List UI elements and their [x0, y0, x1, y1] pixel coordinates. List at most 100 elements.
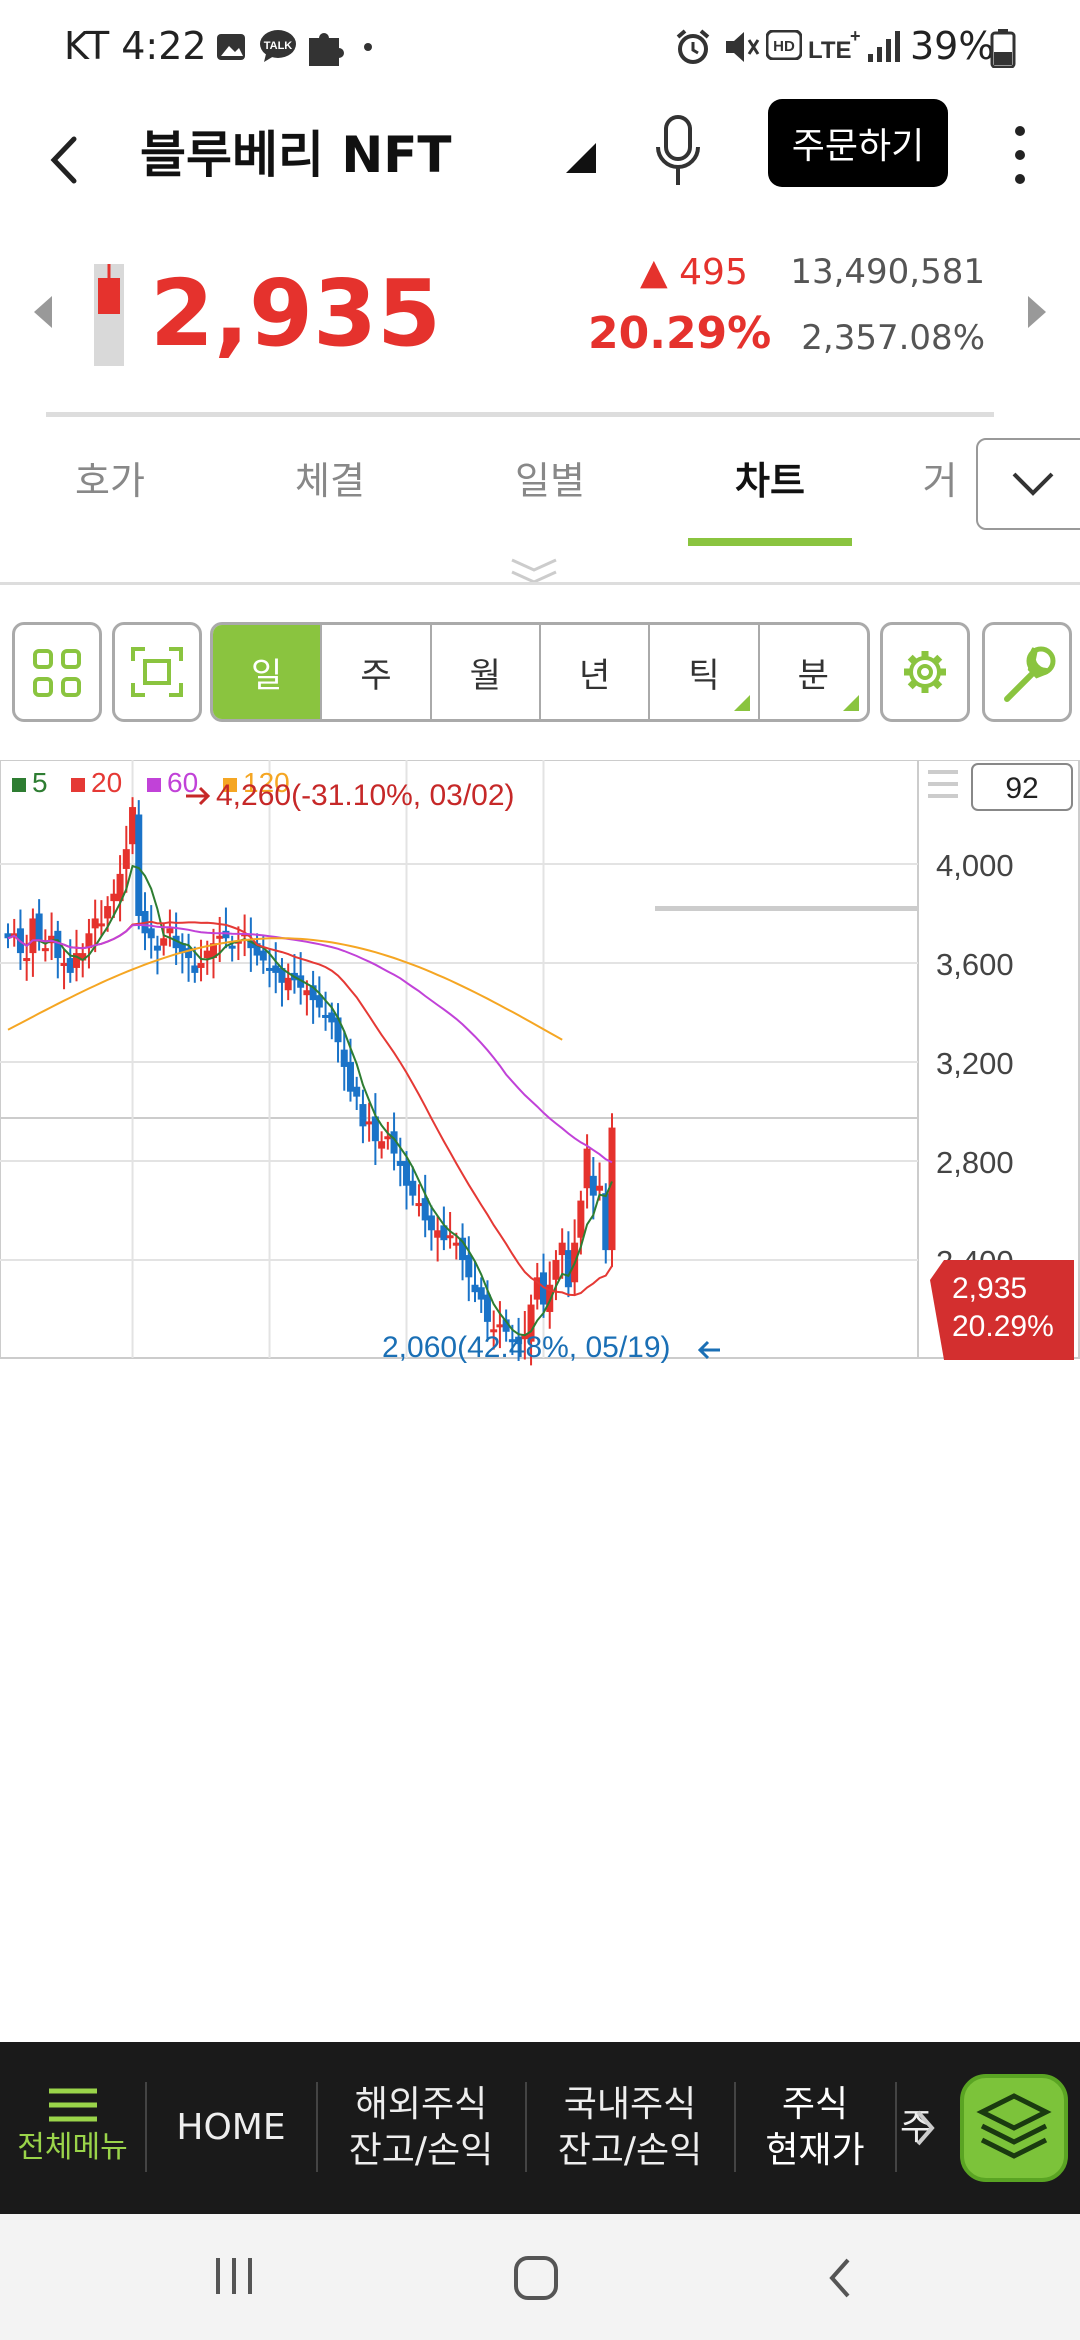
min-price-annotation: 2,060(42.48%, 05/19)	[382, 1331, 671, 1364]
nav-partial[interactable]: 주	[900, 2107, 934, 2148]
candle-body	[129, 807, 137, 845]
tab-expand-button[interactable]	[976, 438, 1080, 530]
wrench-icon	[1004, 646, 1056, 702]
order-button[interactable]: 주문하기	[768, 99, 948, 187]
period-minute[interactable]: 분	[760, 625, 867, 719]
candle-body	[540, 1272, 548, 1305]
nav-stock-quote[interactable]: 주식 현재가	[735, 2042, 895, 2214]
stock-title[interactable]: 블루베리 NFT	[140, 126, 452, 184]
svg-text:LTE: LTE	[808, 37, 852, 64]
more-menu-icon[interactable]	[1000, 115, 1040, 195]
period-year[interactable]: 년	[541, 625, 651, 719]
candle-body	[365, 1121, 373, 1125]
current-price-tag-bg	[930, 1260, 1074, 1360]
candle-body	[465, 1255, 473, 1278]
candle-body	[91, 918, 99, 929]
stock-chart[interactable]: 4,0003,6003,2002,8002,40052060120924,260…	[0, 759, 1080, 2040]
chart-canvas[interactable]: 4,0003,6003,2002,8002,40052060120924,260…	[0, 759, 1080, 2040]
period-week[interactable]: 주	[322, 625, 432, 719]
grid-icon	[33, 649, 81, 697]
candle-body	[340, 1049, 348, 1067]
candle-body	[228, 945, 236, 949]
layout-grid-button[interactable]	[12, 622, 102, 722]
legend-swatch	[71, 778, 85, 792]
candle-body	[122, 849, 130, 869]
recent-apps-icon[interactable]	[212, 2254, 256, 2298]
prev-stock-arrow-icon[interactable]	[30, 294, 56, 330]
ma5-line	[7, 864, 613, 1337]
candle-body	[272, 965, 280, 973]
nav-domestic-balance[interactable]: 국내주식 잔고/손익	[526, 2042, 734, 2214]
candle-body	[502, 1319, 510, 1332]
back-arrow-icon[interactable]	[40, 125, 100, 195]
candle-body	[29, 918, 37, 954]
puzzle-notification-icon	[309, 33, 344, 66]
candle-body	[608, 1127, 616, 1251]
min-price-arrow	[697, 1340, 720, 1360]
candle-body	[359, 1104, 367, 1127]
tab-partial[interactable]: 거	[922, 459, 958, 503]
candle-body	[521, 1334, 529, 1340]
microphone-icon[interactable]	[650, 113, 706, 193]
svg-text:HD: HD	[773, 38, 795, 55]
candle-body	[66, 958, 74, 973]
tab-chart[interactable]: 차트	[735, 459, 805, 503]
current-price-tag-price: 2,935	[952, 1272, 1027, 1305]
chart-scrollbar	[655, 906, 919, 911]
signal-icon	[868, 31, 900, 62]
candle-body	[483, 1294, 491, 1322]
trade-volume: 13,490,581	[790, 252, 985, 292]
nav-all-menu[interactable]: 전체메뉴	[0, 2042, 145, 2214]
candle-body	[209, 943, 217, 959]
candle-body	[546, 1284, 554, 1312]
candle-body	[191, 965, 199, 973]
period-day[interactable]: 일	[213, 625, 323, 719]
candle-body	[602, 1193, 610, 1251]
bottom-navigation: 전체메뉴 HOME 해외주식 잔고/손익 국내주식 잔고/손익 주식 현재가 주	[0, 2042, 1080, 2214]
nav-overseas-line1: 해외주식	[354, 2084, 488, 2125]
legend-label: 5	[32, 767, 48, 798]
candle-body	[577, 1200, 585, 1238]
legend-label: 60	[167, 767, 198, 798]
tab-trades[interactable]: 체결	[295, 459, 365, 503]
tab-daily[interactable]: 일별	[515, 459, 585, 503]
nav-home[interactable]: HOME	[176, 2107, 286, 2148]
layers-button[interactable]	[960, 2074, 1068, 2182]
mute-icon	[726, 32, 760, 62]
legend-swatch	[12, 778, 26, 792]
ma60-line	[7, 923, 613, 1164]
next-stock-arrow-icon[interactable]	[1024, 294, 1050, 330]
max-price-annotation: 4,260(-31.10%, 03/02)	[216, 779, 515, 812]
candle-body	[166, 928, 174, 934]
price-summary: 2,935 ▲ 495 20.29% 13,490,581 2,357.08%	[0, 230, 1080, 420]
nav-domestic-line2: 잔고/손익	[557, 2130, 703, 2171]
candle-body	[527, 1304, 535, 1342]
candle-body	[353, 1086, 361, 1097]
chart-frame	[0, 759, 1080, 1359]
chart-settings-button[interactable]	[880, 622, 970, 722]
chart-tools-button[interactable]	[982, 622, 1072, 722]
price-change: ▲ 495	[640, 252, 748, 293]
nav-overseas-balance[interactable]: 해외주식 잔고/손익	[317, 2042, 525, 2214]
candle-body	[471, 1284, 479, 1293]
divider	[316, 2082, 318, 2172]
home-circle-icon[interactable]	[512, 2254, 560, 2302]
period-tick[interactable]: 틱	[650, 625, 760, 719]
candle-body	[153, 945, 161, 951]
candle-body	[54, 930, 62, 959]
stock-dropdown-icon[interactable]	[566, 143, 596, 173]
tab-orderbook[interactable]: 호가	[75, 459, 145, 503]
nav-quote-line2: 현재가	[765, 2130, 865, 2171]
candle-body	[72, 953, 80, 968]
candle-body	[315, 995, 323, 1008]
candle-body	[35, 913, 43, 941]
nav-scroll-right-icon[interactable]	[912, 2108, 938, 2148]
ma120-line	[7, 937, 563, 1041]
back-icon[interactable]	[822, 2254, 858, 2302]
candle-body	[23, 958, 31, 962]
candle-body	[490, 1329, 498, 1333]
price-tick-label: 3,600	[936, 947, 1014, 982]
fullscreen-button[interactable]	[112, 622, 202, 722]
candle-body	[427, 1215, 435, 1231]
period-month[interactable]: 월	[432, 625, 541, 719]
